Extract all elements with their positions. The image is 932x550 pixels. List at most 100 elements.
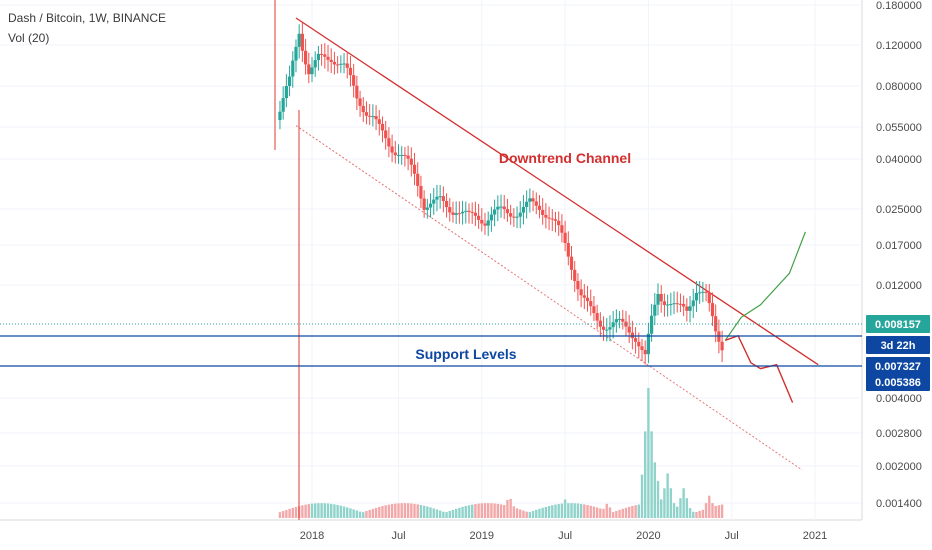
volume-bar: [589, 505, 592, 518]
candle-body: [297, 33, 301, 47]
support-lines: [0, 323, 862, 367]
volume-bar: [371, 508, 375, 518]
projection-curves: [724, 231, 806, 403]
candlesticks: [278, 22, 724, 365]
volume-bar: [301, 505, 304, 518]
candle-body: [342, 63, 346, 65]
candle-body: [585, 297, 590, 302]
volume-indicator-label[interactable]: Vol (20): [8, 31, 50, 45]
volume-bar: [592, 506, 596, 518]
volume-bar: [355, 510, 359, 518]
volume-bar: [451, 509, 455, 518]
candle-body: [409, 158, 413, 165]
volume-bar: [720, 504, 724, 518]
volume-bar: [467, 505, 471, 518]
x-tick-label: Jul: [391, 530, 405, 542]
candle-body: [326, 56, 330, 60]
candle-body: [630, 332, 634, 339]
candle-body: [720, 341, 724, 351]
volume-bar: [522, 510, 525, 518]
time-axis: 2018 Jul 2019 Jul 2020 Jul 2021: [300, 530, 827, 542]
volume-bar: [551, 505, 554, 518]
volume-bar: [515, 508, 519, 518]
candle-body: [505, 209, 510, 214]
volume-bar: [480, 503, 484, 518]
y-tick-label: 0.002000: [876, 461, 922, 473]
volume-bar: [493, 503, 496, 518]
volume-bar: [519, 509, 522, 518]
volume-bar: [442, 511, 445, 518]
volume-bar: [666, 473, 669, 518]
candle-body: [557, 220, 561, 226]
volume-bar: [563, 499, 567, 518]
volume-bar: [547, 505, 551, 518]
symbol-title[interactable]: Dash / Bitcoin, 1W, BINANCE: [8, 11, 167, 25]
volume-bar: [394, 503, 397, 518]
bullish-projection: [724, 231, 806, 341]
candle-body: [323, 54, 327, 57]
chart-legend: Dash / Bitcoin, 1W, BINANCE Vol (20): [8, 8, 166, 48]
candle-body: [698, 292, 702, 294]
chart-grid: [0, 0, 863, 521]
volume-bar: [416, 504, 419, 518]
volume-bar: [704, 503, 708, 518]
candle-body: [406, 155, 410, 159]
volume-bars: [278, 388, 724, 518]
volume-bar: [496, 503, 500, 518]
volume-bar: [650, 431, 653, 518]
candle-body: [678, 303, 683, 305]
price-tag: [866, 315, 930, 333]
volume-bar: [634, 505, 637, 518]
volume-bar: [320, 503, 323, 518]
volume-bar: [470, 504, 474, 518]
volume-bar: [294, 506, 298, 518]
candle-body: [544, 214, 548, 218]
candle-body: [611, 322, 615, 328]
y-tick-label: 0.001400: [876, 498, 922, 510]
volume-bar: [695, 511, 698, 518]
y-tick-label: 0.004000: [876, 393, 922, 405]
volume-bar: [474, 504, 477, 518]
candle-body: [476, 215, 481, 220]
candle-body: [483, 223, 487, 226]
volume-bar: [342, 506, 346, 518]
candle-body: [547, 217, 551, 219]
volume-bar: [685, 498, 689, 518]
candle-body: [380, 123, 385, 131]
candle-body: [653, 304, 657, 316]
candle-body: [675, 303, 679, 305]
candle-body: [400, 154, 404, 156]
candle-body: [486, 220, 490, 226]
candle-body: [489, 214, 494, 221]
candle-body: [332, 61, 337, 65]
candle-body: [313, 60, 317, 68]
candle-body: [438, 196, 442, 198]
volume-bar: [512, 506, 516, 518]
candle-body: [688, 306, 692, 311]
candle-body: [627, 326, 631, 333]
volume-bar: [618, 509, 621, 518]
price-tag-label: 0.005386: [875, 377, 921, 389]
candle-body: [358, 98, 362, 106]
volume-bar: [346, 507, 349, 518]
volume-bar: [490, 503, 493, 518]
volume-bar: [708, 495, 711, 518]
volume-bar: [291, 507, 294, 518]
volume-bar: [567, 503, 570, 518]
candle-body: [435, 196, 439, 200]
candle-body: [396, 154, 401, 156]
volume-bar: [624, 507, 628, 518]
candle-body: [307, 64, 311, 75]
candle-body: [691, 300, 695, 307]
candle-body: [355, 85, 359, 99]
x-tick-label: Jul: [725, 530, 739, 542]
volume-bar: [647, 388, 650, 518]
candle-body: [659, 293, 663, 302]
candle-body: [352, 75, 356, 86]
volume-bar: [278, 512, 282, 518]
candle-body: [518, 212, 522, 217]
channel-lower-line: [295, 125, 803, 471]
candle-body: [499, 206, 503, 208]
volume-bar: [454, 508, 458, 518]
